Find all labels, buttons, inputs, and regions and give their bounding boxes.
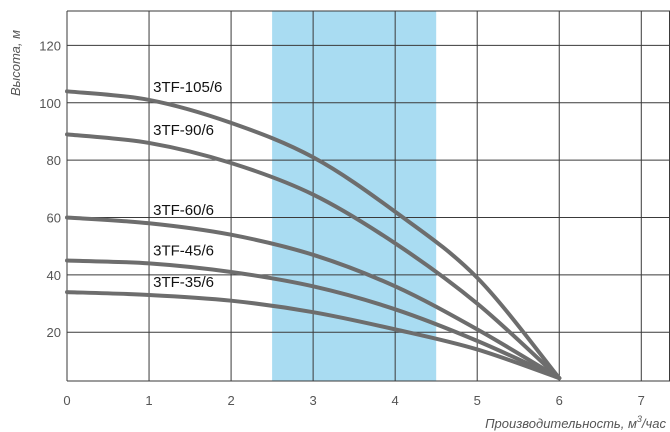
series-label: 3TF-60/6: [153, 202, 214, 219]
x-tick-label: 6: [556, 393, 563, 408]
y-tick-label: 100: [39, 96, 61, 111]
highlight-band: [272, 11, 437, 381]
y-tick-label: 20: [47, 325, 61, 340]
series-label: 3TF-35/6: [153, 274, 214, 291]
grid: [66, 10, 670, 382]
y-tick-label: 120: [39, 38, 61, 53]
x-tick-label: 0: [63, 393, 70, 408]
x-tick-label: 7: [638, 393, 645, 408]
series-label: 3TF-45/6: [153, 242, 214, 259]
x-axis-label: Производительность, м3/час: [485, 414, 666, 431]
x-tick-label: 5: [474, 393, 481, 408]
series-line-3TF-60/6: [65, 215, 562, 381]
y-axis-label: Высота, м: [8, 30, 23, 96]
y-tick-label: 40: [47, 268, 61, 283]
x-tick-label: 2: [227, 393, 234, 408]
series-label: 3TF-105/6: [153, 79, 222, 96]
series-label: 3TF-90/6: [153, 122, 214, 139]
y-tick-label: 60: [47, 211, 61, 226]
series-line-3TF-90/6: [65, 132, 562, 381]
series-line-3TF-35/6: [65, 290, 562, 381]
series-line-3TF-45/6: [65, 258, 562, 381]
tick-labels: 0 1 2 3 4 5 6 7 20 40 60 80 100 120: [39, 38, 645, 408]
curve-labels: 3TF-105/6 3TF-90/6 3TF-60/6 3TF-45/6 3TF-35/…: [153, 79, 222, 291]
x-tick-label: 4: [392, 393, 399, 408]
x-tick-label: 3: [310, 393, 317, 408]
y-tick-label: 80: [47, 153, 61, 168]
x-tick-label: 1: [145, 393, 152, 408]
curves: [65, 89, 562, 381]
series-line-3TF-105/6: [65, 89, 562, 381]
